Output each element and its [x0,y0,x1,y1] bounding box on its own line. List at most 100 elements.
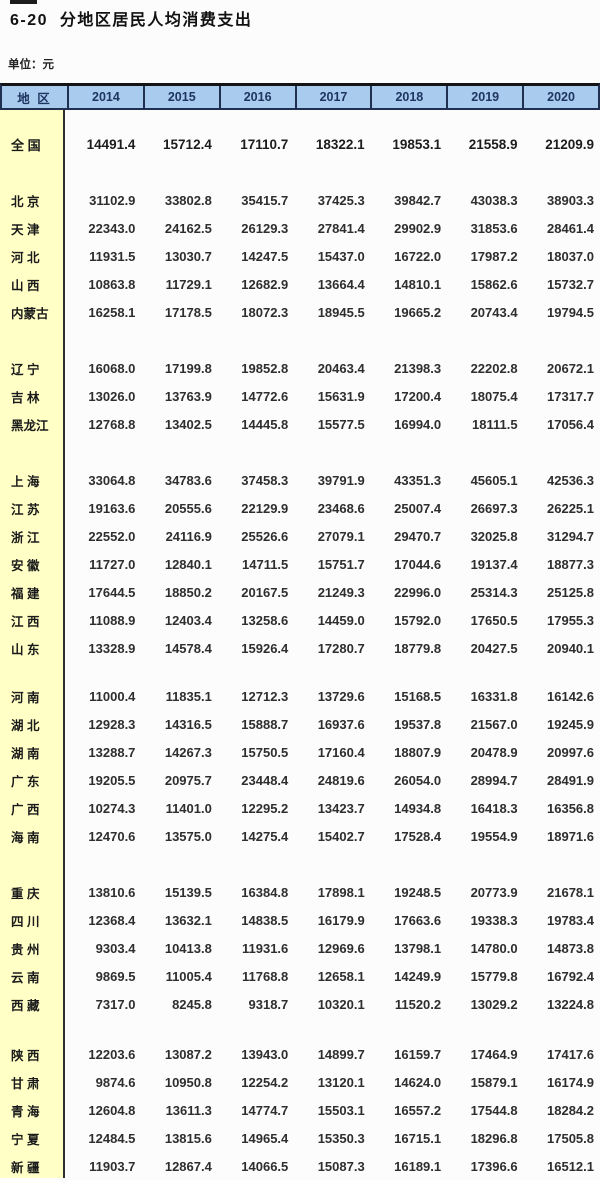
value-cell: 15732.7 [547,276,594,292]
value-cell: 20940.1 [547,640,594,656]
table-row: 云 南 9869.5 11005.4 11768.8 12658.1 14249.9 157… [0,962,600,990]
value-cell: 15750.5 [241,744,289,760]
value-cell: 22129.9 [241,500,289,516]
value-cell: 18284.2 [547,1102,594,1118]
region-cell: 西 藏 [11,998,40,1013]
region-cell: 云 南 [11,970,40,985]
table-row: 甘 肃 9874.6 10950.8 12254.2 13120.1 14624.0 158… [0,1068,600,1096]
value-cell: 22343.0 [88,220,136,236]
value-cell: 17200.4 [394,388,442,404]
value-cell: 15888.7 [241,716,289,732]
value-cell: 11768.8 [242,968,289,984]
value-cell: 15926.4 [241,640,289,656]
value-cell: 33802.8 [164,192,212,208]
value-cell: 13328.9 [88,640,136,656]
value-cell: 14838.5 [241,912,289,928]
value-cell: 20427.5 [470,640,518,656]
value-cell: 16418.3 [470,800,518,816]
table-row: 重 庆 13810.6 15139.5 16384.8 17898.1 19248.5 20… [0,878,600,906]
value-cell: 16937.6 [317,716,365,732]
value-cell: 13120.1 [317,1074,365,1090]
value-cell: 14899.7 [317,1046,365,1062]
region-cell: 江 苏 [11,502,40,517]
region-cell: 湖 南 [11,746,40,761]
value-cell: 20773.9 [470,884,518,900]
value-cell: 12203.6 [88,1046,136,1062]
value-cell: 17544.8 [470,1102,518,1118]
value-cell: 14247.5 [241,248,289,264]
region-cell: 湖 北 [11,718,40,733]
value-cell: 15862.6 [470,276,518,292]
value-cell: 13224.8 [547,996,594,1012]
value-cell: 21558.9 [468,136,518,152]
value-cell: 17178.5 [164,304,212,320]
value-cell: 15350.3 [317,1130,365,1146]
value-cell: 18296.8 [470,1130,518,1146]
value-cell: 15792.0 [394,612,442,628]
value-cell: 8245.8 [172,996,212,1012]
data-table: 地 区 2014 2015 2016 2017 2018 2019 2020 全 国 1449… [0,83,600,1180]
value-cell: 11835.1 [165,688,212,704]
value-cell: 17280.7 [317,640,365,656]
value-cell: 21567.0 [470,716,518,732]
table-row: 海 南 12470.6 13575.0 14275.4 15402.7 17528.4 19… [0,822,600,850]
value-cell: 12254.2 [241,1074,289,1090]
value-cell: 12768.8 [88,416,136,432]
value-cell: 32025.8 [470,528,518,544]
value-cell: 14316.5 [164,716,212,732]
table-row: 新 疆 11903.7 12867.4 14066.5 15087.3 16189.1 17… [0,1152,600,1180]
value-cell: 13798.1 [394,940,442,956]
value-cell: 29470.7 [394,528,442,544]
value-cell: 16994.0 [394,416,442,432]
value-cell: 15577.5 [317,416,365,432]
value-cell: 37425.3 [317,192,365,208]
region-cell: 北 京 [11,194,40,209]
value-cell: 17317.7 [547,388,594,404]
value-cell: 7317.0 [95,996,136,1012]
value-cell: 21398.3 [394,360,442,376]
value-cell: 19338.3 [470,912,518,928]
value-cell: 14578.4 [164,640,212,656]
value-cell: 13029.2 [470,996,518,1012]
region-cell: 广 东 [11,774,40,789]
value-cell: 11931.6 [242,940,289,956]
value-cell: 14066.5 [241,1158,289,1174]
value-cell: 15139.5 [164,884,212,900]
value-cell: 45605.1 [470,472,518,488]
value-cell: 11000.4 [89,688,136,704]
value-cell: 15631.9 [317,388,365,404]
value-cell: 17528.4 [394,828,442,844]
value-cell: 16179.9 [317,912,365,928]
region-column-background [0,110,65,1178]
table-row: 全 国 14491.4 15712.4 17110.7 18322.1 19853.1 21… [0,130,600,158]
value-cell: 15168.5 [394,688,442,704]
column-header-year: 2017 [294,86,371,108]
region-group: 北 京 31102.9 33802.8 35415.7 37425.3 39842.7 43… [0,186,600,326]
region-cell: 重 庆 [11,886,40,901]
region-cell: 浙 江 [11,530,40,545]
table-row: 四 川 12368.4 13632.1 14838.5 16179.9 17663.6 19… [0,906,600,934]
value-cell: 39791.9 [317,472,365,488]
table-row: 河 北 11931.5 13030.7 14247.5 15437.0 16722.0 17… [0,242,600,270]
value-cell: 25007.4 [394,500,442,516]
value-cell: 14774.7 [241,1102,289,1118]
value-cell: 25314.3 [470,584,518,600]
value-cell: 14624.0 [394,1074,442,1090]
region-cell: 河 北 [11,250,40,265]
value-cell: 25125.8 [547,584,594,600]
table-row: 湖 北 12928.3 14316.5 15888.7 16937.6 19537.8 21… [0,710,600,738]
value-cell: 15751.7 [317,556,365,572]
region-cell: 安 徽 [11,558,40,573]
value-cell: 17160.4 [317,744,365,760]
value-cell: 10320.1 [317,996,365,1012]
value-cell: 11727.0 [89,556,136,572]
value-cell: 18111.5 [472,416,518,432]
value-cell: 19137.4 [470,556,518,572]
value-cell: 18807.9 [394,744,442,760]
value-cell: 42536.3 [547,472,594,488]
region-cell: 山 东 [11,642,40,657]
value-cell: 22996.0 [394,584,442,600]
value-cell: 38903.3 [547,192,594,208]
value-cell: 17505.8 [547,1130,594,1146]
value-cell: 16557.2 [394,1102,442,1118]
